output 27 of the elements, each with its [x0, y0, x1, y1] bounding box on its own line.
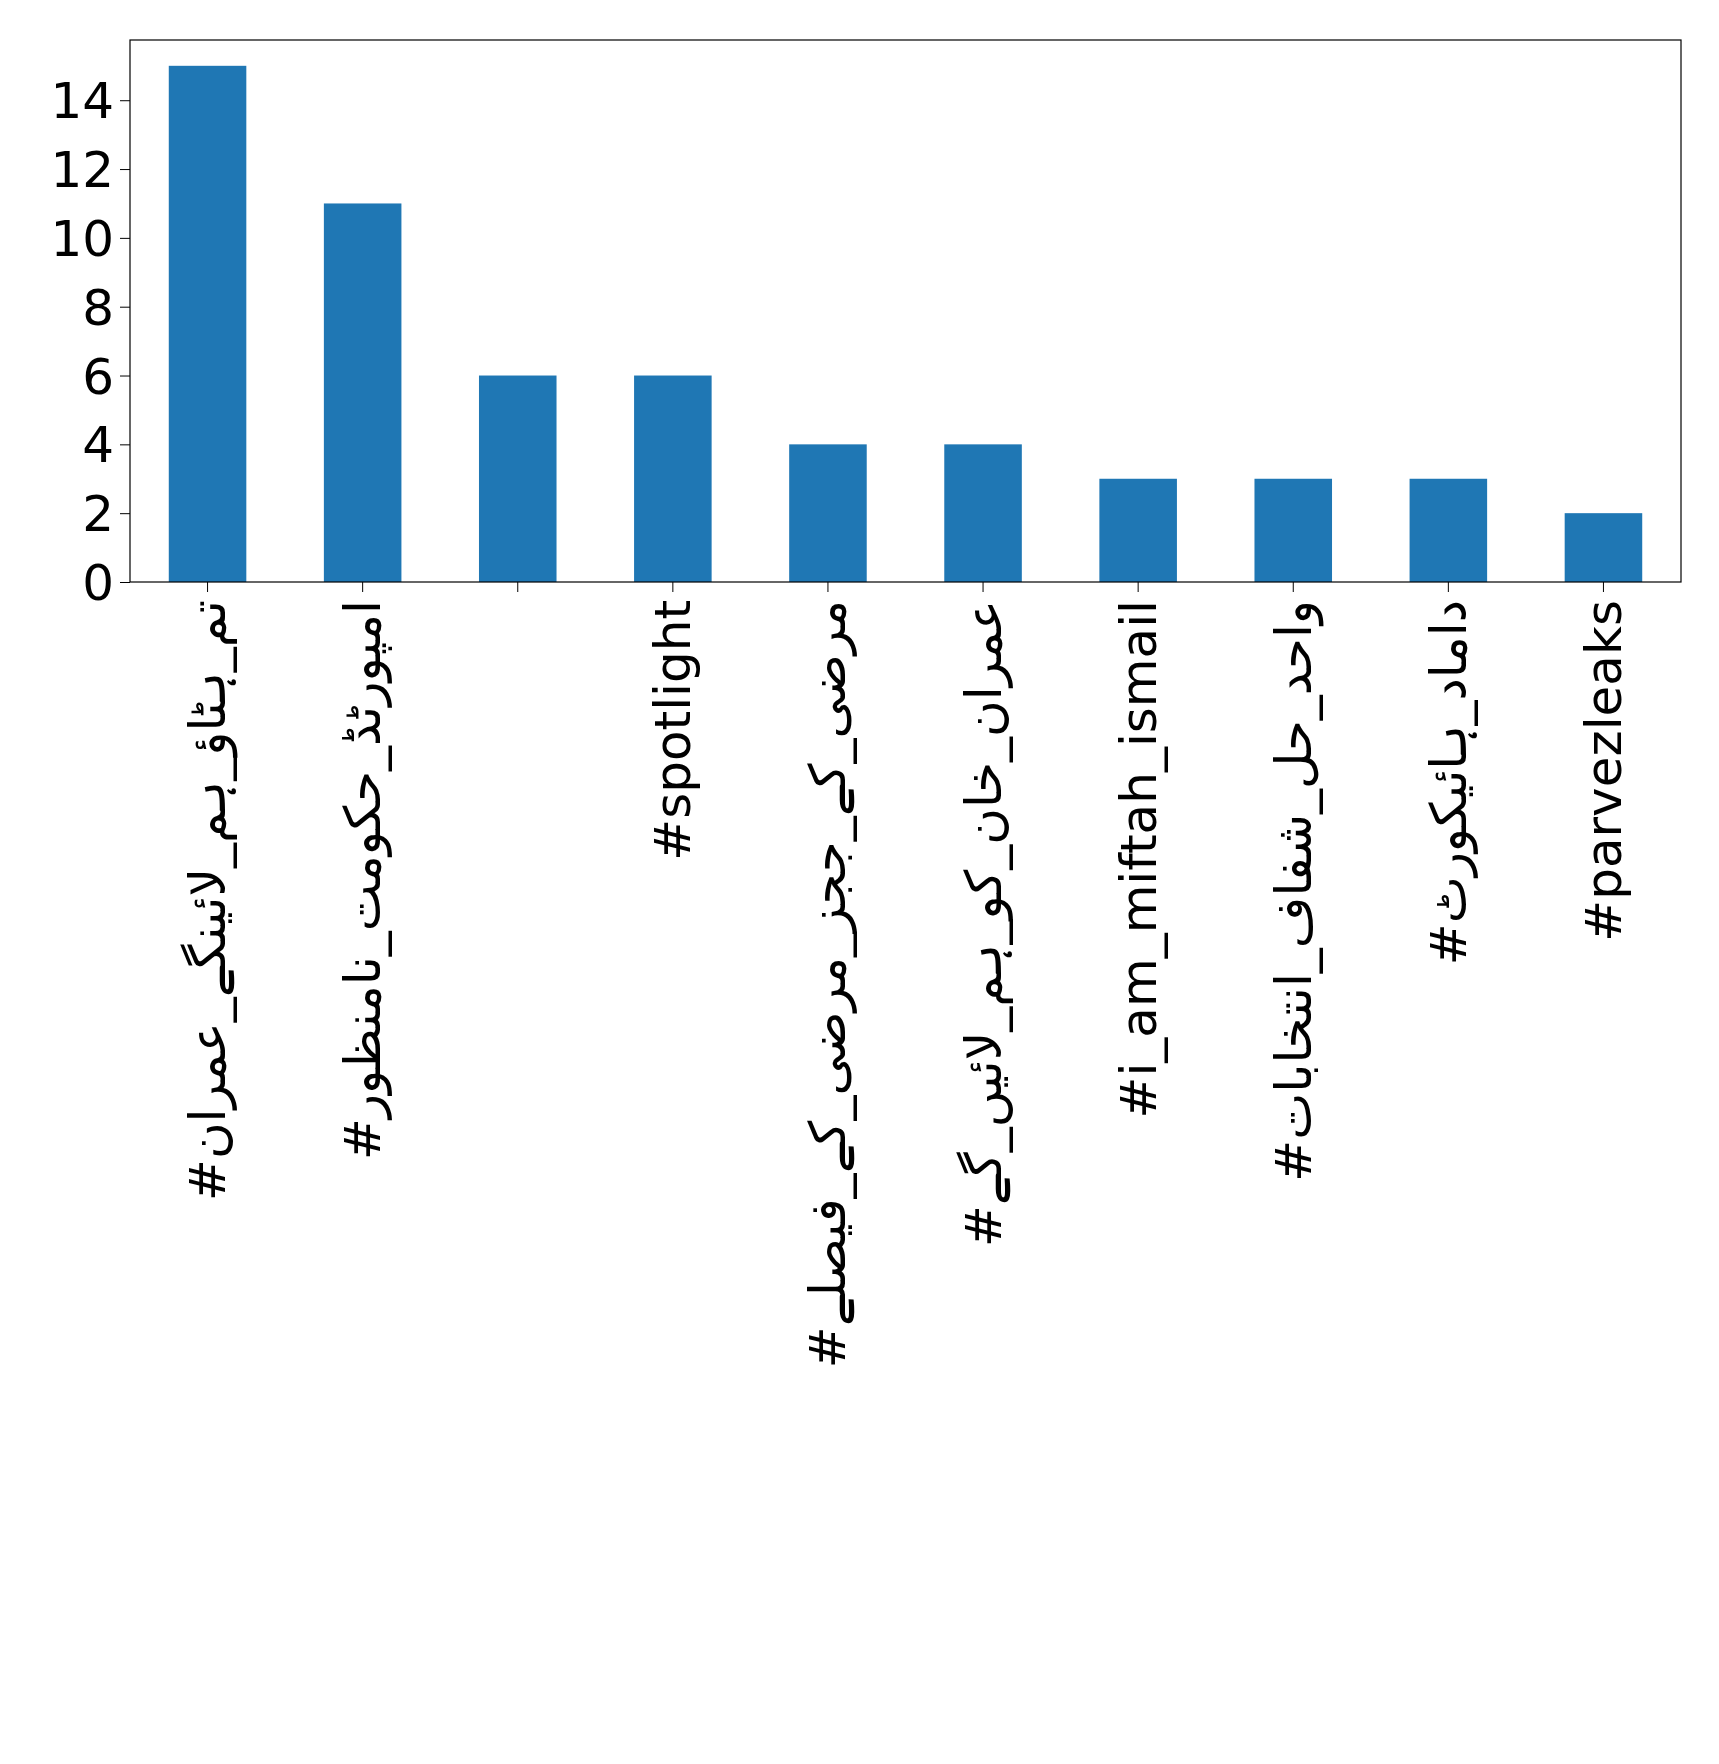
- y-tick-label: 12: [50, 141, 114, 200]
- x-tick-label: #امپورٹڈ_حکومت_نامنظور: [334, 600, 393, 1161]
- x-tick-label: #تم_ہٹاؤ_ہم_لائینگے_عمران: [179, 600, 239, 1202]
- x-tick-label: #واحد_حل_شفاف_انتخابات: [1264, 600, 1324, 1182]
- bar: [1564, 513, 1643, 582]
- x-tick-label: #i_am_miftah_ismail: [1109, 600, 1168, 1119]
- bar: [323, 203, 402, 582]
- bar: [478, 375, 557, 582]
- y-tick-label: 2: [82, 485, 114, 544]
- x-tick-label: #spotlight: [644, 600, 703, 861]
- y-tick-label: 6: [82, 347, 114, 406]
- y-tick-label: 10: [50, 209, 114, 268]
- x-tick-label: #مرضی_کے_ججز_مرضی_کے_فیصلے: [799, 600, 858, 1369]
- bar: [1409, 478, 1488, 582]
- y-tick-label: 8: [82, 278, 114, 337]
- x-tick-label: #عمران_خان_کو_ہم_لائیں_گے: [954, 600, 1013, 1248]
- bar: [168, 65, 247, 582]
- bar: [1254, 478, 1333, 582]
- bar: [789, 444, 867, 582]
- x-tick-label: #parvezleaks: [1574, 600, 1633, 942]
- y-tick-label: 14: [50, 72, 114, 131]
- bar: [944, 444, 1022, 582]
- y-tick-label: 4: [82, 416, 114, 475]
- bar: [634, 375, 712, 582]
- y-tick-label: 0: [82, 554, 114, 612]
- bar: [1099, 478, 1177, 582]
- x-tick-label: #داماد_ہائیکورٹ: [1419, 600, 1478, 966]
